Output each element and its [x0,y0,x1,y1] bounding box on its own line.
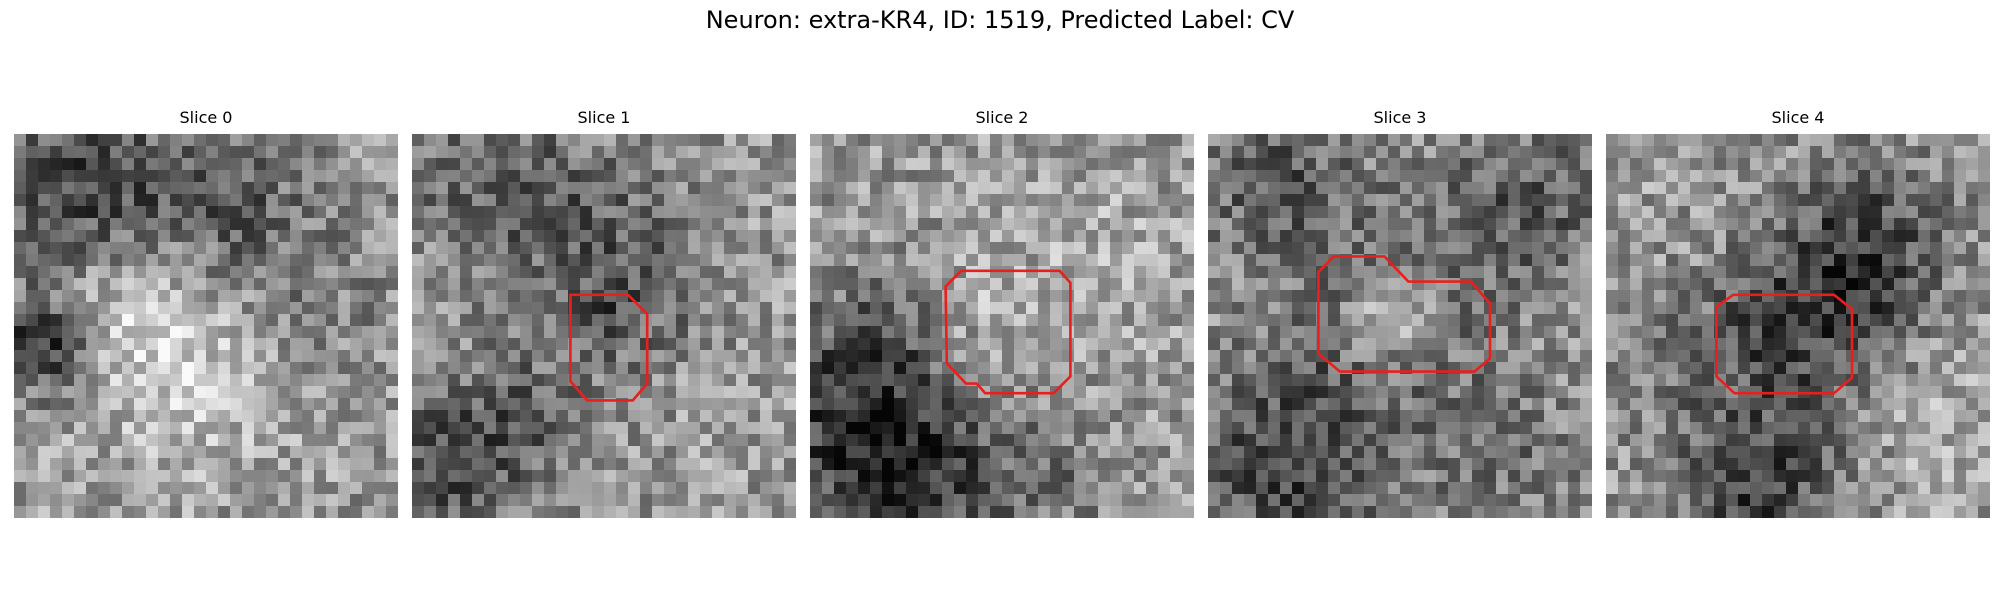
slice-image [1606,134,1990,518]
slice-title: Slice 0 [14,108,398,127]
slice-title: Slice 3 [1208,108,1592,127]
slice-image [1208,134,1592,518]
slice-title: Slice 1 [412,108,796,127]
figure-title: Neuron: extra-KR4, ID: 1519, Predicted L… [0,6,2000,34]
slice-title: Slice 2 [810,108,1194,127]
slice-title: Slice 4 [1606,108,1990,127]
slice-image [412,134,796,518]
slice-image [810,134,1194,518]
slice-image [14,134,398,518]
